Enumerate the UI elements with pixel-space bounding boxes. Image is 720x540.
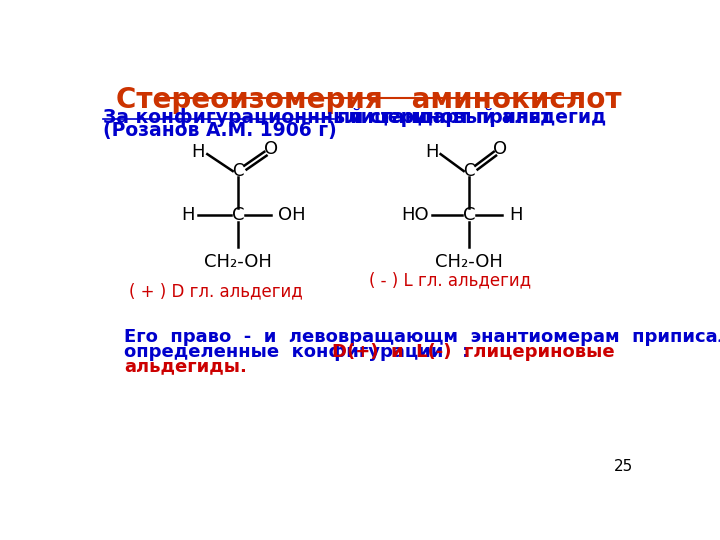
Text: 25: 25 xyxy=(614,460,633,475)
Text: ( + ) D гл. альдегид: ( + ) D гл. альдегид xyxy=(129,282,302,300)
Text: Стереоизомерия   аминокислот: Стереоизомерия аминокислот xyxy=(116,85,622,113)
Text: OH: OH xyxy=(278,206,306,224)
Text: O: O xyxy=(264,140,278,158)
Text: C: C xyxy=(463,206,475,224)
Text: C: C xyxy=(233,162,244,180)
Text: H: H xyxy=(426,143,439,161)
Text: H: H xyxy=(192,143,204,161)
Text: C: C xyxy=(464,162,475,180)
Text: альдегиды.: альдегиды. xyxy=(124,357,247,375)
Text: глицериновый альдегид: глицериновый альдегид xyxy=(337,108,606,127)
Text: CH₂-OH: CH₂-OH xyxy=(204,253,272,272)
Text: HO: HO xyxy=(402,206,429,224)
Text: За конфигурационнный стандарт принят: За конфигурационнный стандарт принят xyxy=(104,108,559,127)
Text: H: H xyxy=(181,206,195,224)
Text: определенные  конфигурации   :: определенные конфигурации : xyxy=(124,343,482,361)
Text: ( - ) L гл. альдегид: ( - ) L гл. альдегид xyxy=(369,271,531,289)
Text: (Розанов А.М. 1906 г): (Розанов А.М. 1906 г) xyxy=(104,121,337,140)
Text: H: H xyxy=(509,206,523,224)
Text: Его  право  -  и  левовращающм  энантиомерам  приписали: Его право - и левовращающм энантиомерам … xyxy=(124,328,720,346)
Text: C: C xyxy=(232,206,244,224)
Text: D(+)  и  L(-)  глицериновые: D(+) и L(-) глицериновые xyxy=(332,343,615,361)
Text: O: O xyxy=(492,140,507,158)
Text: CH₂-OH: CH₂-OH xyxy=(435,253,503,272)
